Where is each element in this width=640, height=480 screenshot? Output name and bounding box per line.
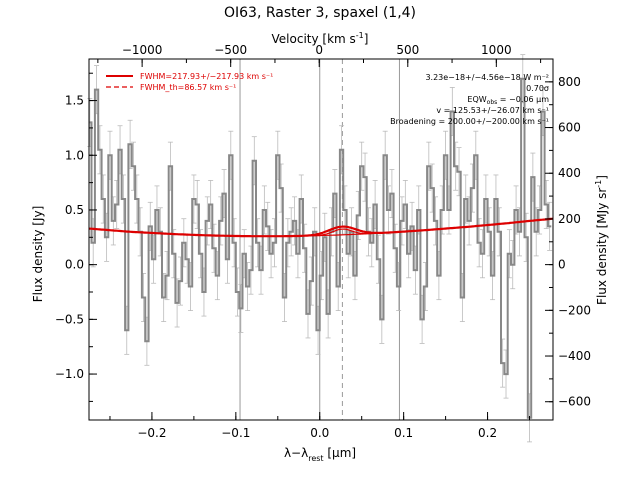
top-axis-label: Velocity [km s-1]	[272, 31, 369, 46]
y-tick-label: 0.0	[65, 258, 84, 272]
annotation-eqw: EQWobs = −0.06 μm	[467, 95, 549, 106]
x-tick-label: 0.0	[310, 426, 329, 440]
y-tick-label: 0.5	[65, 203, 84, 217]
x-tick-label: −0.1	[221, 426, 250, 440]
v-tick-label: −1000	[122, 43, 163, 57]
y-tick-label: 1.0	[65, 148, 84, 162]
annotation-flux: 3.23e−18+/−4.56e−18 W m⁻²	[425, 73, 549, 82]
y2-tick-label: 600	[558, 121, 581, 135]
annotation-velocity: v = 125.53+/−26.07 km s⁻¹	[436, 106, 549, 115]
annotation-sigma: 0.70σ	[526, 84, 549, 93]
chart-title: OI63, Raster 3, spaxel (1,4)	[224, 5, 416, 21]
x-tick-label: −0.2	[137, 426, 166, 440]
x-tick-label: 0.2	[478, 426, 497, 440]
plot-frame	[88, 58, 554, 421]
y2-tick-label: −600	[558, 395, 591, 409]
x-tick-label: 0.1	[394, 426, 413, 440]
x-axis-label: λ−λrest [μm]	[284, 446, 356, 463]
y-tick-label: −0.5	[55, 312, 84, 326]
v-tick-label: 1000	[481, 43, 512, 57]
spectrum-step-line	[89, 77, 552, 419]
y2-axis-label: Flux density [MJy sr-1]	[594, 175, 609, 305]
y-axis-label: Flux density [Jy]	[31, 206, 45, 303]
plot-area: −0.2 −0.1 0.0 0.1 0.2 −1000 −500 0 500 1000 −1.0 −0…	[55, 43, 591, 443]
y-tick-label: 1.5	[65, 94, 84, 108]
legend-label-fwhm: FWHM=217.93+/−217.93 km s⁻¹	[140, 72, 273, 81]
y2-tick-label: 800	[558, 75, 581, 89]
v-tick-label: −500	[214, 43, 247, 57]
v-tick-label: 0	[315, 43, 323, 57]
y2-tick-label: 200	[558, 212, 581, 226]
legend-label-fwhm-th: FWHM_th=86.57 km s⁻¹	[140, 83, 236, 92]
y2-tick-label: −200	[558, 303, 591, 317]
y2-tick-label: 0	[558, 258, 566, 272]
annotation-broadening: Broadening = 200.00+/−200.00 km s⁻¹	[390, 117, 549, 126]
gaussian-fit-line	[88, 217, 554, 238]
y-tick-label: −1.0	[55, 367, 84, 381]
v-tick-label: 500	[396, 43, 419, 57]
y2-tick-label: 400	[558, 166, 581, 180]
y2-tick-label: −400	[558, 349, 591, 363]
